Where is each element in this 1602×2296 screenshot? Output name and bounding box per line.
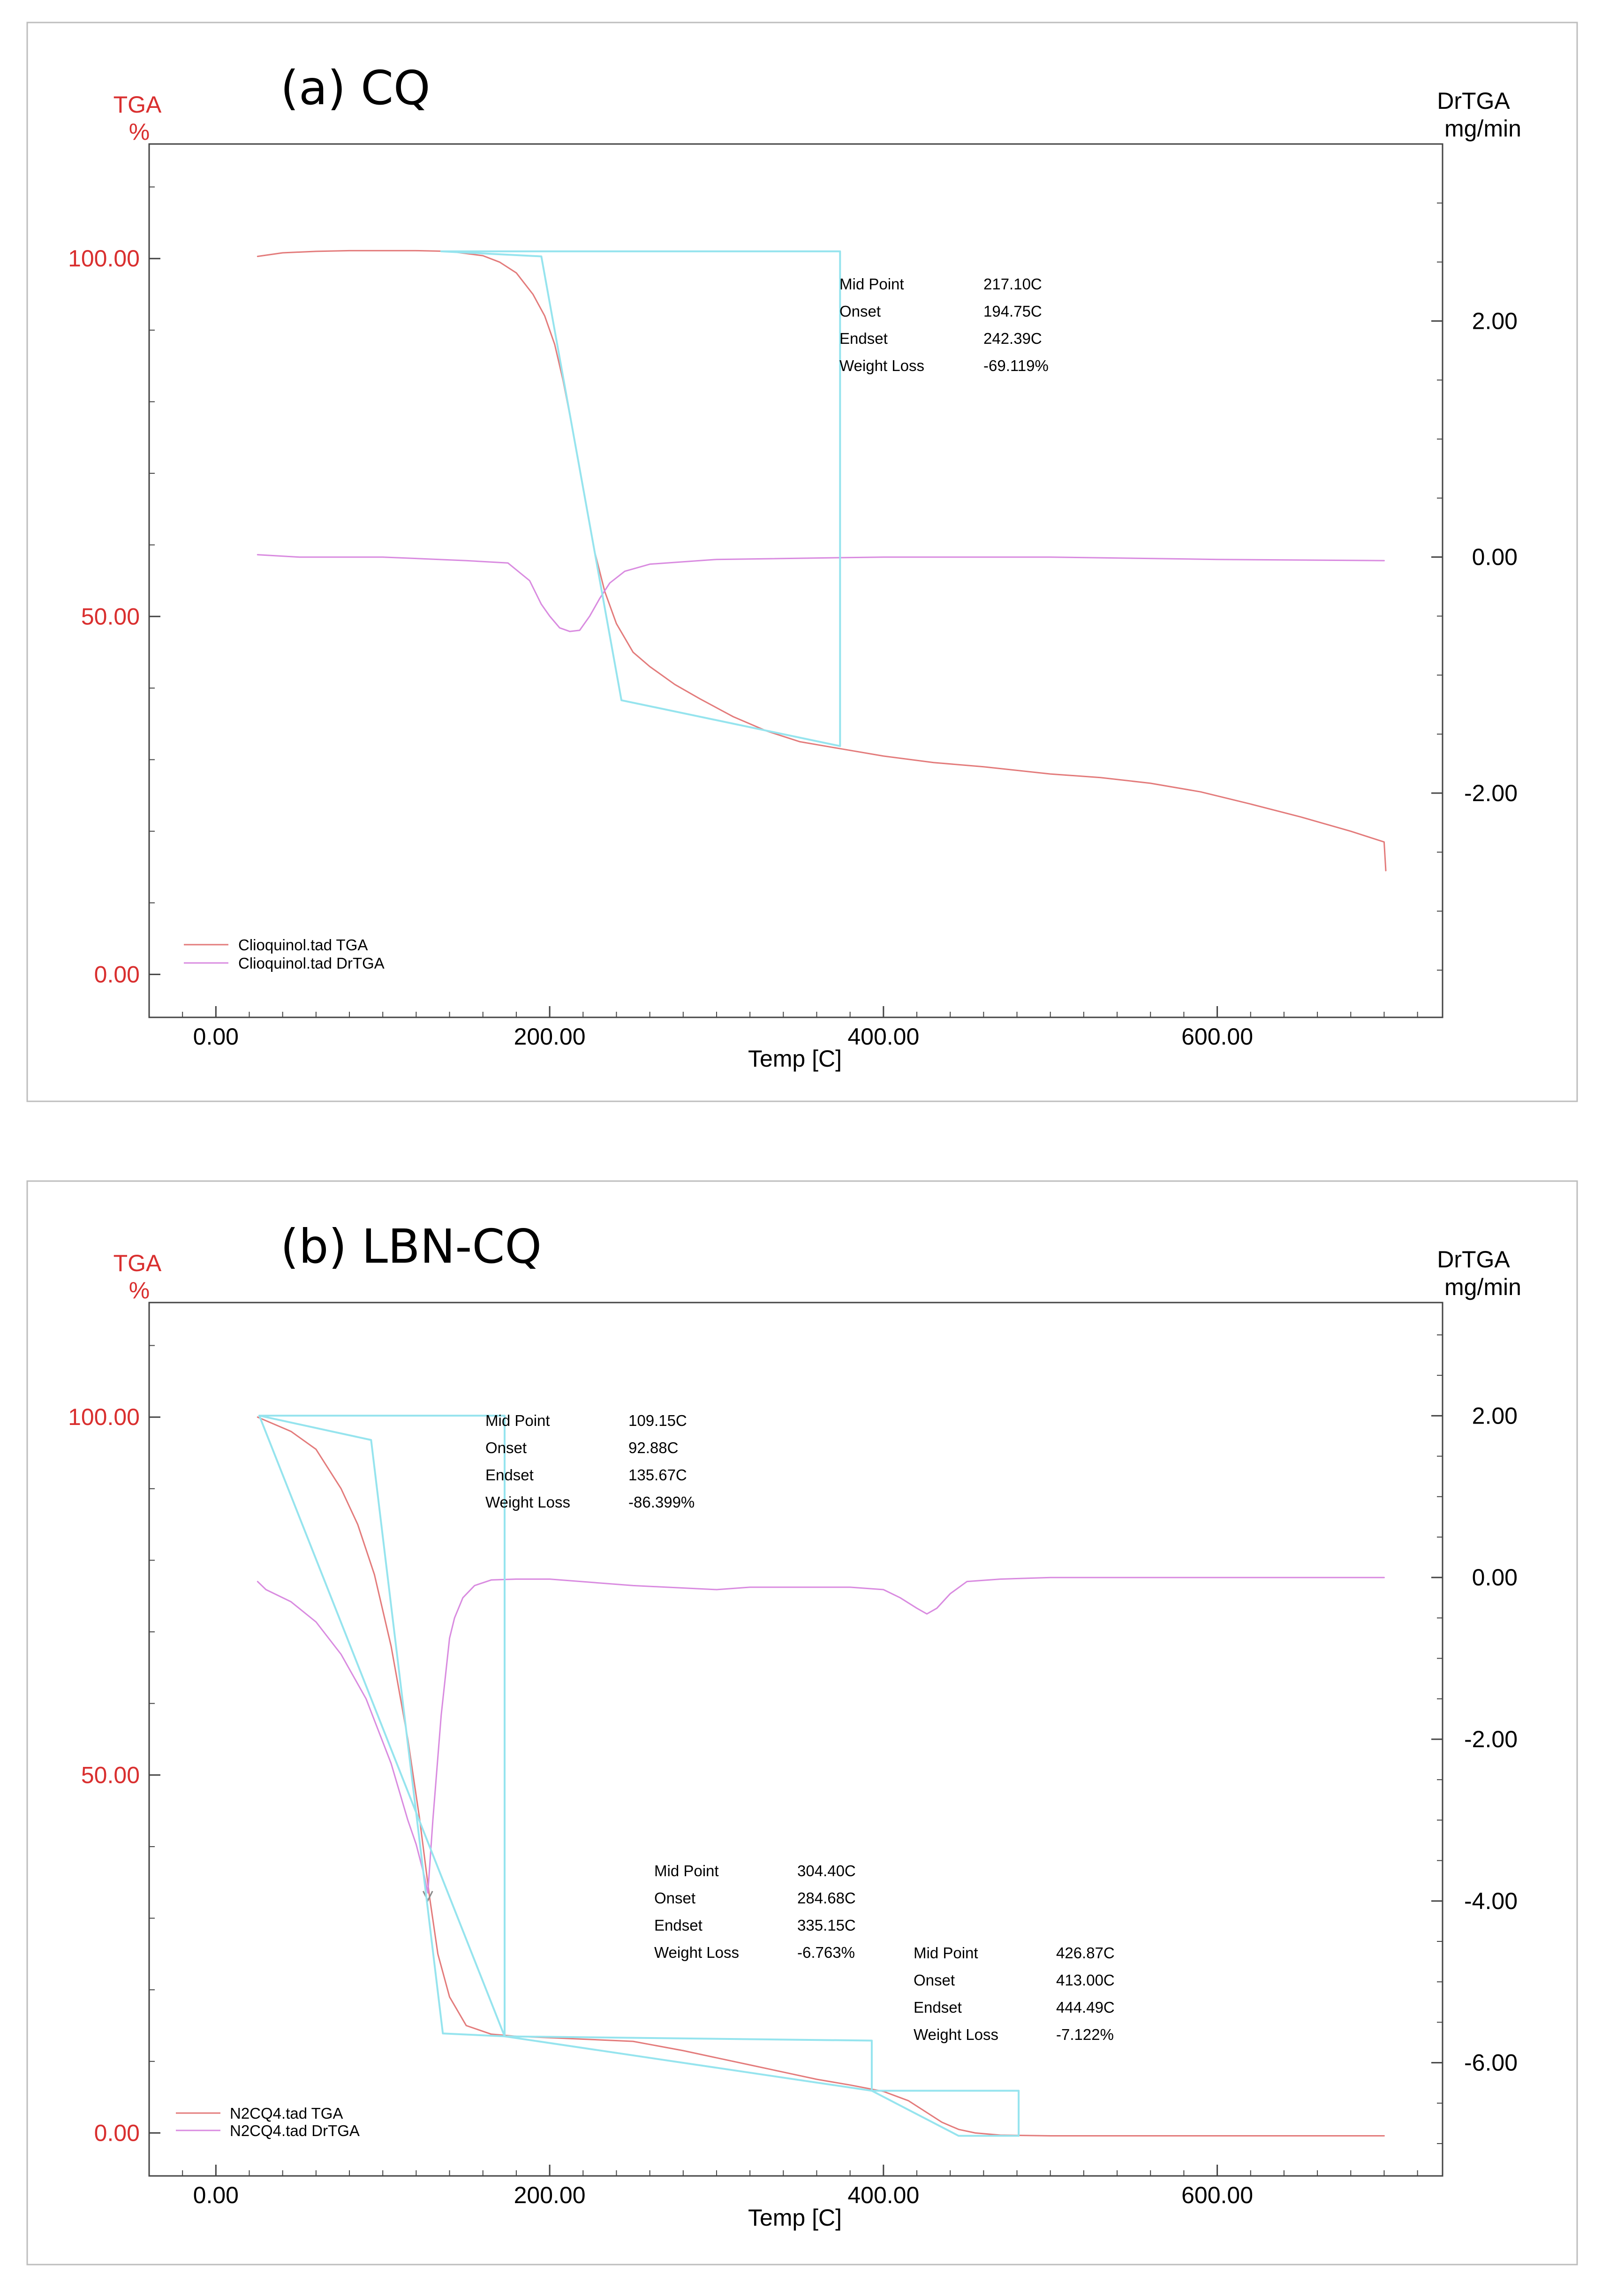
panel-b-right-tick-label: -2.00 — [1464, 1726, 1518, 1752]
panel-a-plot-frame — [148, 143, 1443, 1018]
panel-a-series — [257, 250, 1387, 871]
panel-b-ann1-value-endset: 135.67C — [628, 1466, 687, 1484]
panel-b-x-tick-label: 600.00 — [1181, 2182, 1253, 2208]
panel-b-ann1-label-endset: Endset — [485, 1466, 534, 1484]
panel-b-right-tick-label: 0.00 — [1472, 1564, 1518, 1591]
panel-b-ann2-value-midpoint: 304.40C — [797, 1862, 856, 1879]
panel-b-x-tick-label: 400.00 — [847, 2182, 919, 2208]
panel-a-right-axis-label-1: DrTGA — [1437, 88, 1510, 114]
panel-b-ann1-value-weightloss: -86.399% — [628, 1493, 695, 1511]
panel-b-ann1-label-onset: Onset — [485, 1439, 527, 1456]
panel-b-ann2-label-onset: Onset — [654, 1889, 695, 1907]
panel-a-analysis-box: Mid Point Onset Endset Weight Loss 217.1… — [839, 275, 1049, 374]
panel-b-ann3-value-onset: 413.00C — [1056, 1971, 1115, 1989]
panel-b-right-tick-label: -4.00 — [1464, 1888, 1518, 1914]
panel-b-ann3-label-weightloss: Weight Loss — [914, 2026, 998, 2043]
panel-b-analysis-line-3 — [870, 2090, 1020, 2137]
panel-a-ann-value-endset: 242.39C — [983, 330, 1042, 347]
panel-a-ann-label-midpoint: Mid Point — [839, 275, 904, 293]
panel-b-left-axis-label-1: TGA — [113, 1250, 162, 1276]
panel-b-title: (b) LBN-CQ — [280, 1219, 542, 1274]
panel-b-ann2-label-midpoint: Mid Point — [654, 1862, 719, 1879]
panel-a-right-tick-label: 0.00 — [1472, 544, 1518, 570]
panel-a-left-axis-label-2: % — [129, 119, 150, 145]
panel-a-legend-tga-label: Clioquinol.tad TGA — [238, 936, 368, 954]
panel-b-left-axis-label-2: % — [129, 1277, 150, 1303]
panel-a: (a) CQ TGA % DrTGA mg/min 0.00 200.00 400.… — [26, 22, 1578, 1102]
panel-b-right-tick-label: 2.00 — [1472, 1402, 1518, 1429]
panel-b-ann2-value-endset: 335.15C — [797, 1917, 856, 1934]
panel-b-right-axis-label-1: DrTGA — [1437, 1246, 1510, 1273]
panel-b-ann3-value-weightloss: -7.122% — [1056, 2026, 1114, 2043]
panel-b-ann3-value-midpoint: 426.87C — [1056, 1944, 1115, 1962]
panel-a-legend-drtga-label: Clioquinol.tad DrTGA — [238, 955, 385, 972]
panel-b-x-axis-label: Temp [C] — [748, 2205, 842, 2231]
panel-a-left-tick-label: 50.00 — [81, 603, 140, 629]
panel-b-analysis-box-1: Mid Point Onset Endset Weight Loss 109.1… — [485, 1412, 695, 1511]
panel-a-ann-value-weightloss: -69.119% — [983, 357, 1049, 374]
panel-b-frame — [26, 1180, 1578, 2266]
panel-b-legend-drtga-label: N2CQ4.tad DrTGA — [230, 2122, 360, 2139]
panel-a-x-axis-label: Temp [C] — [748, 1046, 842, 1072]
panel-b-left-tick-label: 100.00 — [68, 1404, 140, 1430]
panel-a-ann-value-onset: 194.75C — [983, 303, 1042, 320]
panel-b-ann2-value-weightloss: -6.763% — [797, 1944, 855, 1961]
panel-a-ann-label-weightloss: Weight Loss — [839, 357, 924, 374]
panel-a-right-axis-label-2: mg/min — [1444, 115, 1521, 142]
panel-b-legend: N2CQ4.tad TGA N2CQ4.tad DrTGA — [176, 2105, 360, 2139]
panel-a-x-tick-label: 400.00 — [847, 1023, 919, 1050]
panel-a-title: (a) CQ — [280, 61, 431, 115]
panel-a-x-tick-label: 0.00 — [193, 1023, 239, 1050]
panel-a-analysis-line-2 — [440, 250, 841, 747]
panel-a-frame — [26, 22, 1578, 1102]
panel-b-ann3-label-onset: Onset — [914, 1971, 955, 1989]
panel-b-ticks: 0.00 200.00 400.00 600.00 0.00 50.00 100.00 2.0… — [68, 1334, 1518, 2208]
panel-b-ann1-label-weightloss: Weight Loss — [485, 1493, 570, 1511]
panel-a-x-tick-label: 600.00 — [1181, 1023, 1253, 1050]
panel-b-ann3-value-endset: 444.49C — [1056, 1999, 1115, 2016]
panel-b-analysis-line-2 — [258, 1415, 873, 2092]
panel-a-ann-label-endset: Endset — [839, 330, 888, 347]
panel-b-ann1-label-midpoint: Mid Point — [485, 1412, 550, 1429]
panel-b: (b) LBN-CQ TGA % DrTGA mg/min 0.00 200.00… — [26, 1180, 1578, 2266]
panel-b-left-tick-label: 0.00 — [94, 2120, 140, 2146]
panel-b-ann2-value-onset: 284.68C — [797, 1889, 856, 1907]
panel-b-right-axis-label-2: mg/min — [1444, 1274, 1521, 1300]
panel-a-right-tick-label: -2.00 — [1464, 780, 1518, 806]
panel-b-ann2-label-endset: Endset — [654, 1917, 703, 1934]
panel-a-ann-label-onset: Onset — [839, 303, 881, 320]
panel-a-drtga-line-1 — [257, 554, 1385, 632]
panel-a-ticks: 0.00 200.00 400.00 600.00 0.00 50.00 100.00 2.0… — [68, 144, 1518, 1050]
panel-a-left-axis-label-1: TGA — [113, 91, 162, 118]
panel-a-left-tick-label: 0.00 — [94, 961, 140, 987]
panel-b-ann3-label-endset: Endset — [914, 1999, 962, 2016]
panel-a-right-tick-label: 2.00 — [1472, 308, 1518, 334]
panel-b-analysis-box-3: Mid Point Onset Endset Weight Loss 426.8… — [914, 1944, 1115, 2043]
panel-b-ann1-value-onset: 92.88C — [628, 1439, 678, 1456]
panel-b-legend-tga-label: N2CQ4.tad TGA — [230, 2105, 343, 2122]
panel-a-legend: Clioquinol.tad TGA Clioquinol.tad DrTGA — [184, 936, 385, 972]
panel-a-x-tick-label: 200.00 — [514, 1023, 586, 1050]
panel-b-ann2-label-weightloss: Weight Loss — [654, 1944, 739, 1961]
panel-b-ann3-label-midpoint: Mid Point — [914, 1944, 978, 1962]
panel-a-ann-value-midpoint: 217.10C — [983, 275, 1042, 293]
panel-b-series — [257, 1415, 1385, 2137]
panel-b-left-tick-label: 50.00 — [81, 1762, 140, 1788]
panel-a-left-tick-label: 100.00 — [68, 245, 140, 272]
panel-b-tga-marker — [422, 1891, 433, 1902]
panel-b-x-tick-label: 200.00 — [514, 2182, 586, 2208]
panel-b-ann1-value-midpoint: 109.15C — [628, 1412, 687, 1429]
panel-b-right-tick-label: -6.00 — [1464, 2050, 1518, 2076]
panel-b-x-tick-label: 0.00 — [193, 2182, 239, 2208]
panel-b-analysis-box-2: Mid Point Onset Endset Weight Loss 304.4… — [654, 1862, 856, 1961]
panel-b-tga-line-0 — [257, 1416, 1385, 2137]
